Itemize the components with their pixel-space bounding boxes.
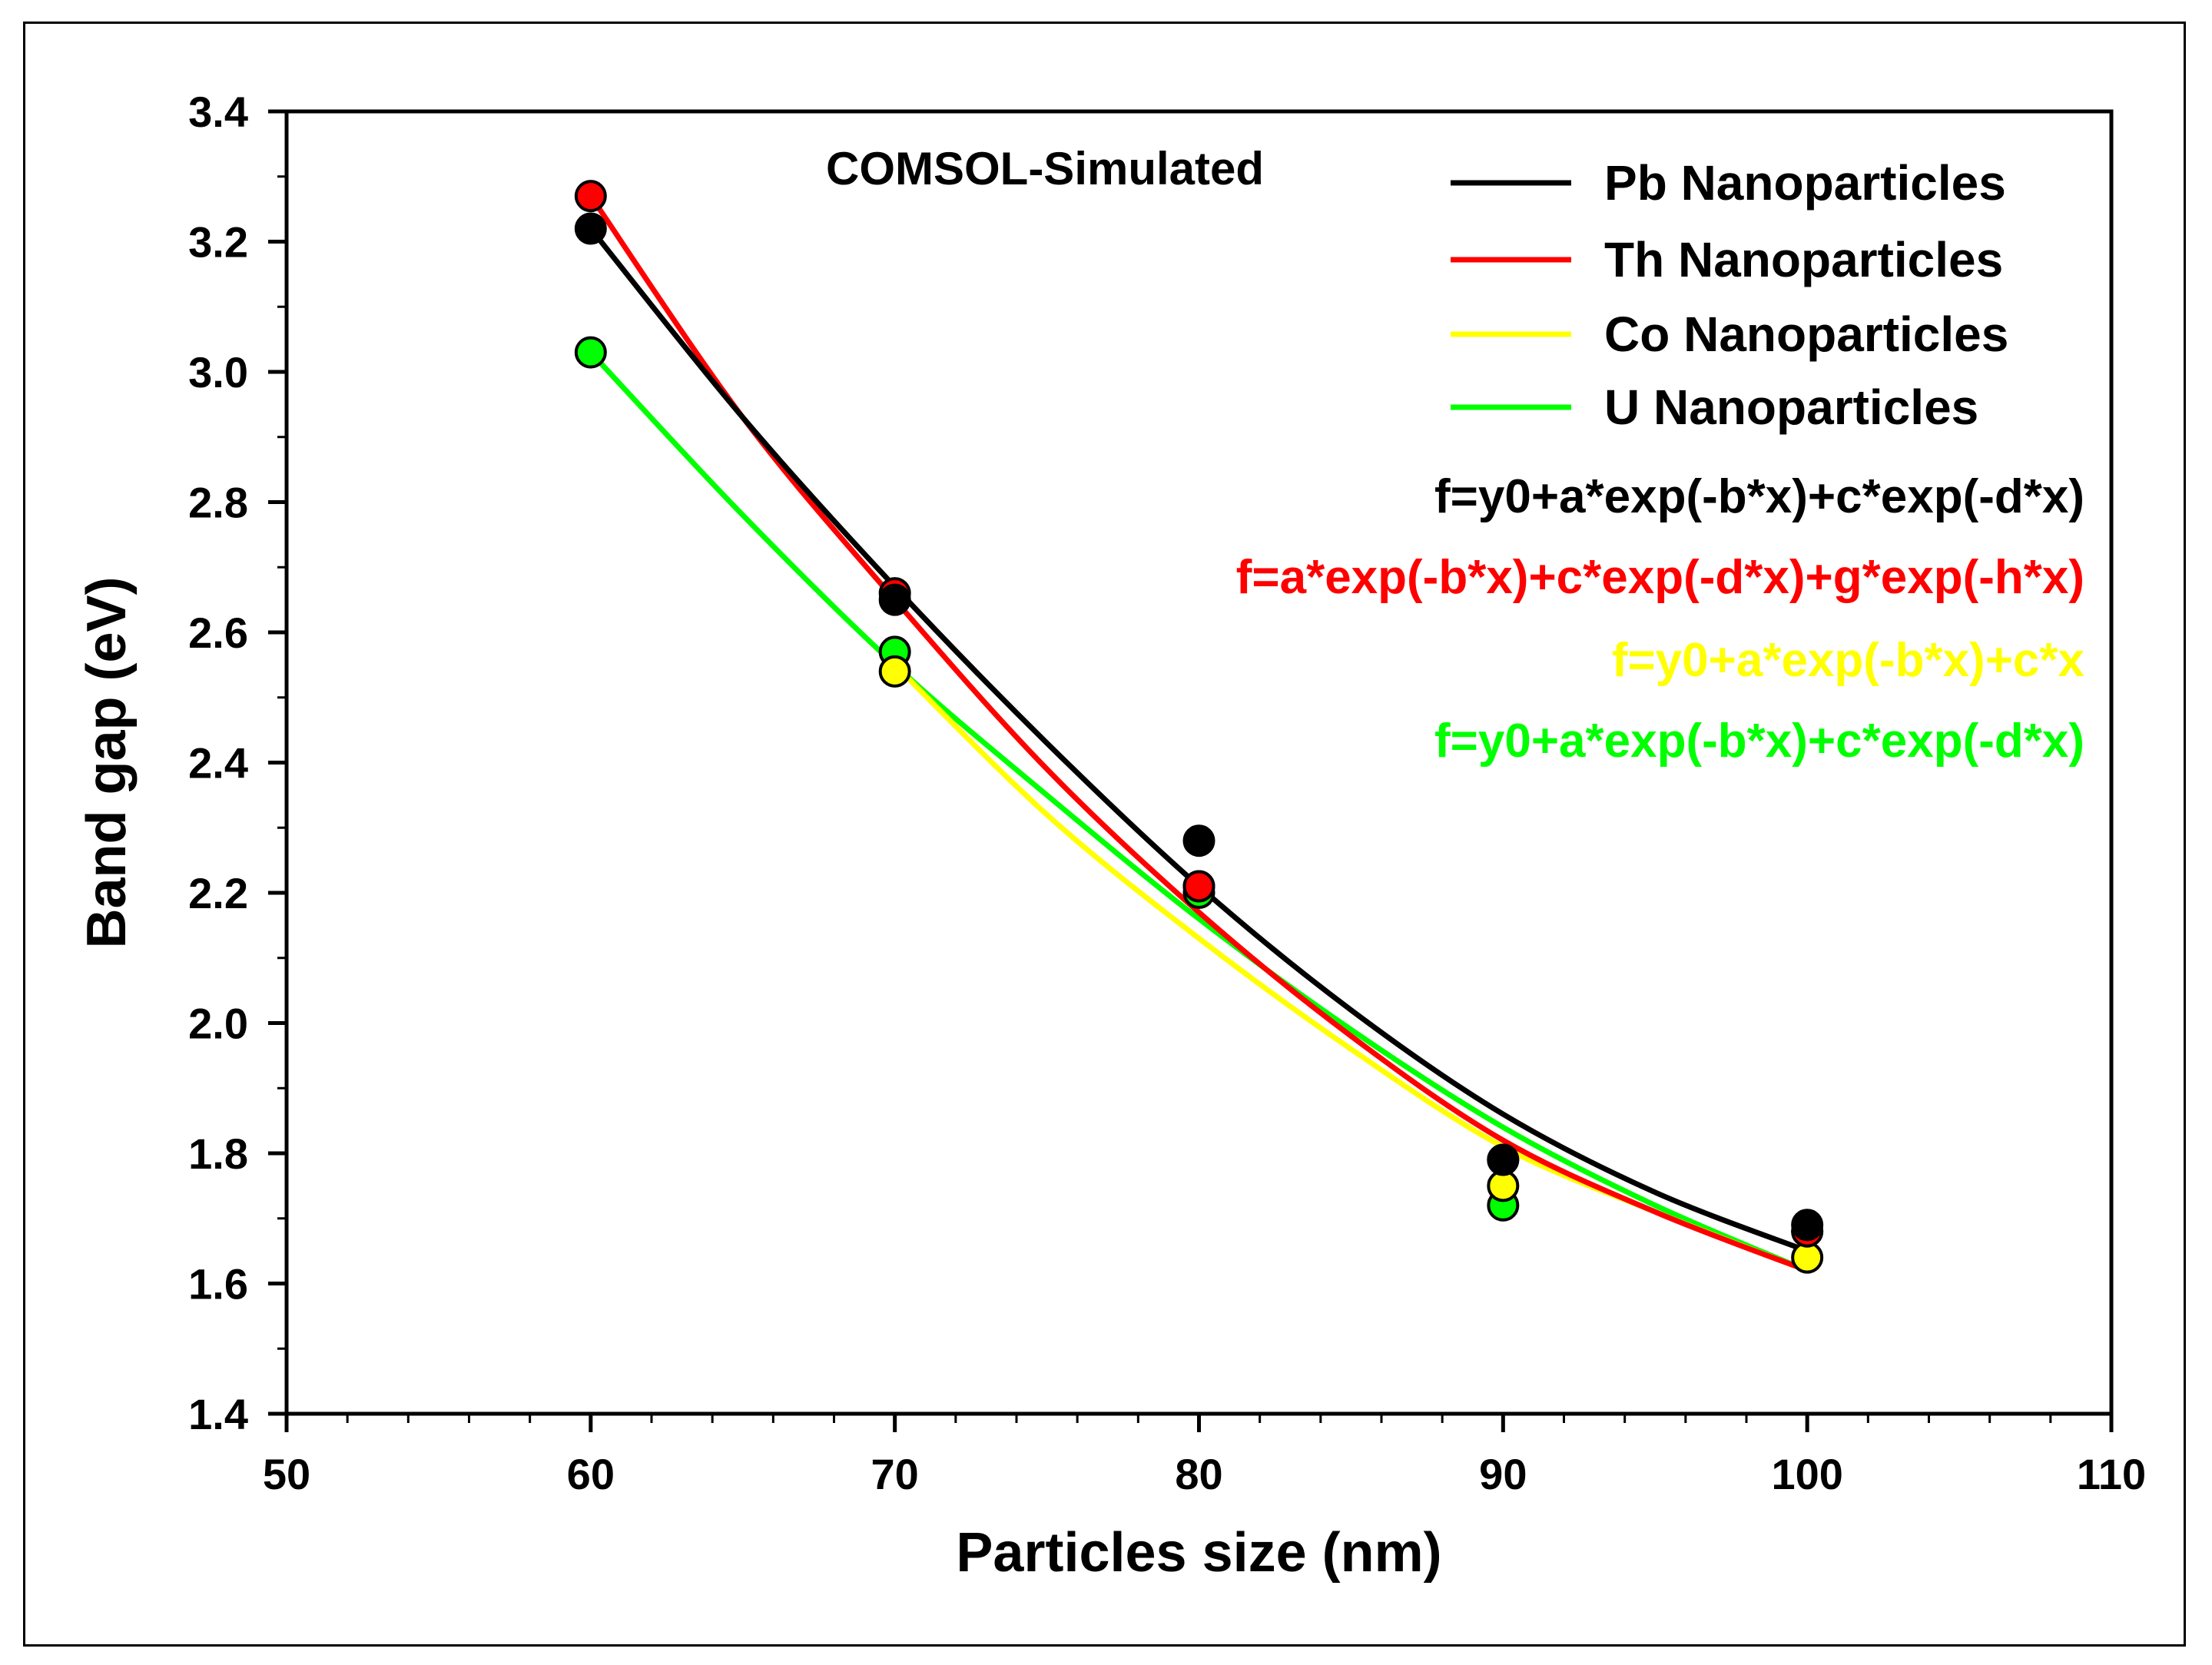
y-axis-title: Band gap (eV) [76,576,138,948]
legend-label-pb: Pb Nanoparticles [1604,155,2006,211]
comsol-simulated-label: COMSOL-Simulated [826,143,1264,194]
fit-equation-co: f=y0+a*exp(-b*x)+c*x [1612,634,2085,687]
y-tick-label: 3.4 [188,88,248,136]
y-tick-label: 2.6 [188,609,248,657]
y-tick-label: 3.0 [188,348,248,396]
data-points-layer [574,180,1824,1274]
legend-label-th: Th Nanoparticles [1604,232,2003,287]
x-tick-label: 100 [1771,1450,1842,1498]
fit-equation-th: f=a*exp(-b*x)+c*exp(-d*x)+g*exp(-h*x) [1236,551,2084,604]
legend-label-u: U Nanoparticles [1604,380,1978,435]
y-tick-label: 2.4 [188,739,248,788]
y-tick-label: 1.6 [188,1260,248,1308]
y-tick-label: 2.2 [188,869,248,917]
x-tick-label: 60 [567,1450,615,1498]
pb-data-point [878,583,911,616]
x-axis-title: Particles size (nm) [956,1522,1441,1584]
pb-data-point [574,212,607,245]
y-tick-label: 1.4 [188,1390,248,1438]
y-tick-label: 3.2 [188,218,248,267]
th-data-point [1182,870,1215,903]
pb-data-point [1487,1143,1520,1176]
fit-equation-pb: f=y0+a*exp(-b*x)+c*exp(-d*x) [1434,470,2084,523]
legend-label-co: Co Nanoparticles [1604,307,2008,362]
y-tick-label: 2.8 [188,479,248,527]
th-data-point [574,180,607,213]
fit-curves-layer [588,193,1810,1274]
x-tick-label: 50 [263,1450,310,1498]
y-tick-label: 2.0 [188,1000,248,1048]
fit-equation-u: f=y0+a*exp(-b*x)+c*exp(-d*x) [1434,715,2084,768]
axes-layer [268,109,2114,1432]
y-tick-label: 1.8 [188,1129,248,1178]
u-fit-curve [588,350,1810,1274]
pb-fit-curve [588,226,1810,1254]
co-data-point [878,655,911,688]
figure-frame [23,22,2186,1647]
text-layer: 50 60 70 80 90 100 110 1.4 1.6 1.8 2.0 2.2 2.4 2.6 2.8… [76,88,2146,1584]
x-tick-label: 70 [871,1450,919,1498]
x-tick-label: 90 [1479,1450,1527,1498]
x-tick-label: 80 [1175,1450,1222,1498]
pb-data-point [1182,824,1215,857]
pb-data-point [1791,1209,1824,1242]
u-data-point [574,336,607,369]
x-tick-label: 110 [2077,1450,2146,1498]
